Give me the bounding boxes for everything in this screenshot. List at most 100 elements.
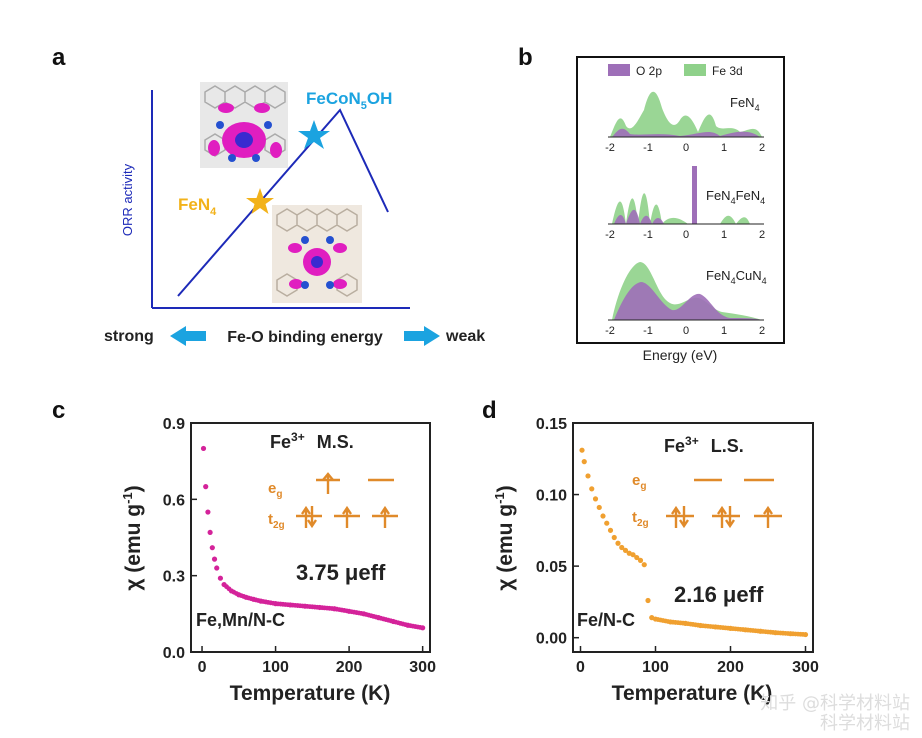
panel-d-xtick-label: 100 — [642, 659, 669, 676]
label-strong: strong — [104, 328, 154, 345]
dos2-tick: -1 — [643, 229, 653, 241]
panel-c-ytick-label: 0.9 — [163, 416, 185, 433]
panel-d-ytick-label: 0.10 — [536, 488, 567, 505]
panel-d-frame — [572, 422, 814, 653]
legend-fe3d-swatch — [684, 64, 706, 76]
panel-a-xlabel: Fe-O binding energy — [227, 329, 383, 346]
dos1-tick: -1 — [643, 142, 653, 154]
panel-d-ytick-label: 0.05 — [536, 559, 567, 576]
panel-d-data-point — [630, 552, 636, 558]
panel-c-data-point — [420, 625, 426, 631]
dos-subplot-1: FeN4 -2 -1 0 1 2 — [605, 91, 765, 154]
panel-a-ylabel: ORR activity — [120, 163, 135, 236]
panel-d-data-point — [645, 597, 651, 604]
panel-d-orbital-eg: eg — [632, 472, 646, 492]
panel-d-orbital-t2g: t2g — [632, 509, 649, 529]
panel-d-data-point — [637, 557, 644, 564]
dos-label-1: FeN4 — [730, 95, 760, 113]
watermark-line-1: 知乎 @科学材料站 — [760, 693, 910, 714]
panel-d-annotation: 2.16 μeff — [674, 582, 764, 607]
panel-d-data-point — [607, 527, 614, 533]
star-fen4 — [246, 188, 274, 214]
structure-fen4-illustration — [272, 205, 362, 303]
dos-label-2: FeN4FeN4 — [706, 188, 765, 206]
panel-d-xlabel: Temperature (K) — [612, 682, 773, 705]
dos1-tick: 2 — [759, 142, 765, 154]
panel-c-ion: Fe3+ M.S. — [270, 430, 354, 452]
panel-d-data-point — [581, 459, 587, 465]
structure-fecon5oh-illustration — [200, 82, 288, 168]
watermark-line-2: 科学材料站 — [820, 713, 910, 734]
panel-b: O 2p Fe 3d FeN4 -2 -1 0 1 2 FeN4FeN4 — [576, 56, 785, 363]
panel-d-data-point — [619, 544, 625, 551]
panel-c-ytick-label: 0.6 — [163, 492, 185, 509]
panel-d-xtick-label: 300 — [792, 659, 819, 676]
panel-d-data-point — [611, 534, 617, 541]
panel-label-c: c — [52, 397, 65, 424]
panel-c-xtick-label: 100 — [262, 659, 289, 676]
panel-d-data-point — [596, 504, 602, 511]
panel-b-xlabel: Energy (eV) — [643, 347, 718, 363]
panel-label-d: d — [482, 397, 497, 424]
legend-o2p: O 2p — [636, 64, 662, 78]
dos1-tick: 1 — [721, 142, 727, 154]
panel-c-data-point — [205, 509, 211, 515]
panel-c: 0 100 200 300 0.0 0.3 0.6 0.9 Temperature (K) χ… — [120, 416, 436, 705]
panel-d-data-point — [592, 496, 599, 502]
dos3-tick: 1 — [721, 325, 727, 337]
panel-d-sample: Fe/N-C — [577, 610, 635, 630]
volcano-line — [177, 108, 389, 297]
panel-d: 0 100 200 300 0.00 0.05 0.10 0.15 Temperature (… — [492, 416, 819, 705]
panel-c-frame — [190, 422, 431, 653]
star-fecon5oh — [298, 120, 330, 149]
panel-d-data-point — [579, 447, 585, 453]
panel-d-ytick-label: 0.15 — [536, 416, 567, 433]
dos2-tick: 0 — [683, 229, 689, 241]
panel-c-data-point — [211, 556, 218, 562]
dos3-tick: -1 — [643, 325, 653, 337]
panel-d-data-point — [802, 631, 809, 638]
panel-c-data-point — [217, 575, 224, 581]
panel-d-data-point — [615, 540, 621, 546]
panel-d-xtick-label: 0 — [576, 659, 585, 676]
legend-fe3d: Fe 3d — [712, 64, 743, 78]
panel-d-data-point — [634, 554, 640, 561]
dos3-tick: 2 — [759, 325, 765, 337]
panel-c-xlabel: Temperature (K) — [230, 682, 391, 705]
dos-subplot-2: FeN4FeN4 -2 -1 0 1 2 — [605, 166, 765, 241]
dos2-tick: 1 — [721, 229, 727, 241]
panel-d-data-point — [604, 520, 610, 526]
panel-label-b: b — [518, 44, 533, 71]
panel-c-orbital-eg: eg — [268, 480, 282, 500]
panel-d-data-point — [600, 513, 606, 519]
panel-d-data-point — [585, 473, 591, 479]
dos1-tick: 0 — [683, 142, 689, 154]
panel-c-orbital-t2g: t2g — [268, 511, 285, 531]
panel-d-data-point — [589, 486, 595, 492]
dos-label-3: FeN4CuN4 — [706, 268, 767, 286]
panel-a: ORR activity — [104, 82, 485, 346]
panel-d-electron-diagram — [666, 478, 782, 529]
panel-d-ion: Fe3+ L.S. — [664, 434, 744, 456]
panel-c-sample: Fe,Mn/N-C — [196, 610, 285, 630]
panel-c-data-point — [214, 565, 220, 571]
dos2-tick: -2 — [605, 229, 615, 241]
label-fen4: FeN4 — [178, 195, 217, 218]
watermark: 知乎 @科学材料站 科学材料站 — [760, 694, 910, 734]
panel-c-data-point — [209, 545, 215, 551]
panel-c-xtick-label: 0 — [198, 659, 207, 676]
panel-label-a: a — [52, 44, 66, 71]
panel-c-annotation: 3.75 μeff — [296, 560, 386, 585]
panel-d-ylabel: χ (emu g-1) — [492, 485, 517, 590]
arrow-right-weak — [404, 326, 440, 346]
panel-c-ytick-label: 0.0 — [163, 645, 185, 662]
panel-b-frame — [576, 56, 785, 344]
label-weak: weak — [445, 328, 485, 345]
panel-c-ytick-label: 0.3 — [163, 569, 185, 586]
panel-c-xtick-label: 300 — [409, 659, 436, 676]
legend-o2p-swatch — [608, 64, 630, 76]
panel-c-data-point — [207, 529, 213, 536]
panel-c-data-point — [200, 445, 207, 452]
panel-d-data-point — [622, 547, 629, 553]
panel-d-ytick-label: 0.00 — [536, 631, 567, 648]
